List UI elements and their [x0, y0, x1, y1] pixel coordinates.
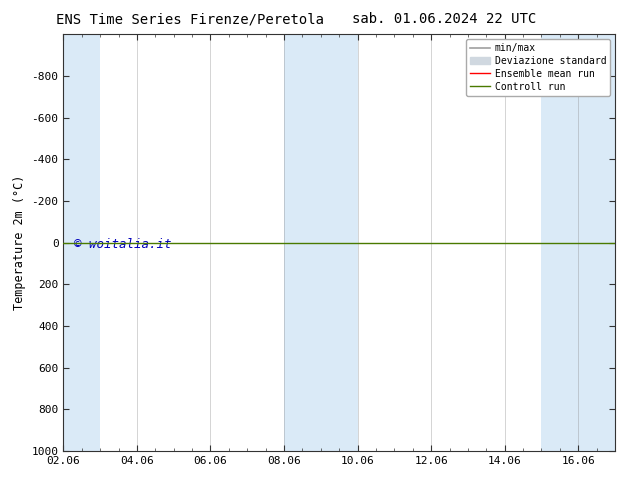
Text: ENS Time Series Firenze/Peretola: ENS Time Series Firenze/Peretola — [56, 12, 324, 26]
Bar — [284, 34, 358, 451]
Bar — [541, 34, 615, 451]
Y-axis label: Temperature 2m (°C): Temperature 2m (°C) — [13, 175, 26, 310]
Text: sab. 01.06.2024 22 UTC: sab. 01.06.2024 22 UTC — [352, 12, 536, 26]
Text: © woitalia.it: © woitalia.it — [74, 238, 172, 251]
Bar — [63, 34, 100, 451]
Legend: min/max, Deviazione standard, Ensemble mean run, Controll run: min/max, Deviazione standard, Ensemble m… — [467, 39, 610, 96]
